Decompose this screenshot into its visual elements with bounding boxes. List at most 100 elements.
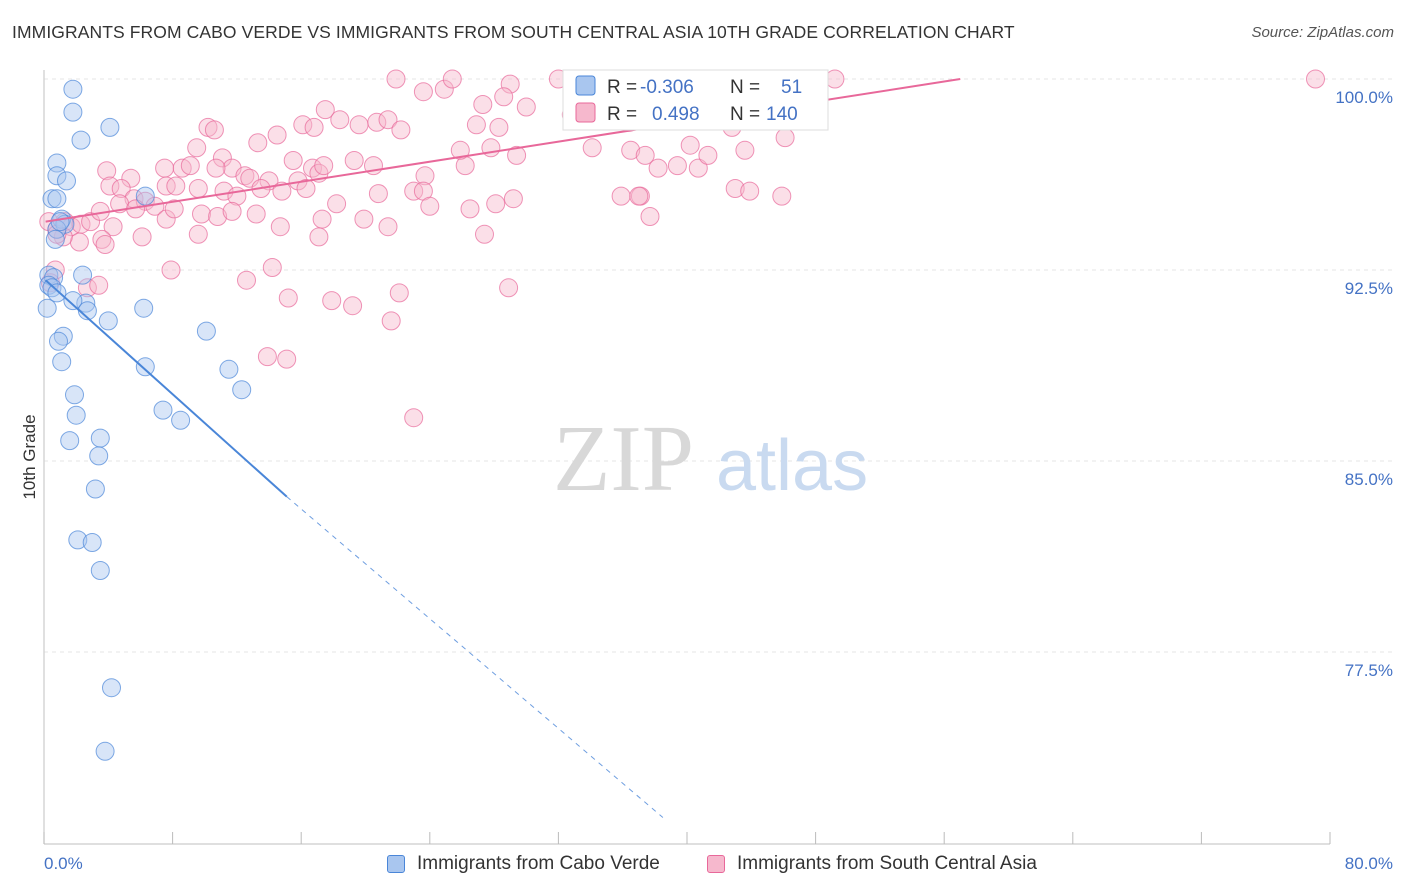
south-central-asia-point (516, 97, 536, 117)
south-central-asia-point (103, 217, 123, 237)
south-central-asia-point (503, 189, 523, 209)
south-central-asia-point (77, 278, 97, 298)
south-central-asia-point (283, 151, 303, 170)
legend-n-label-2: N = (730, 104, 760, 125)
cabo-verde-point (52, 352, 72, 372)
south-central-asia-point (164, 199, 184, 219)
south-central-asia-point (296, 179, 316, 198)
south-central-asia-point (188, 179, 208, 198)
south-central-asia-point (132, 227, 152, 247)
south-central-asia-point (303, 158, 322, 178)
legend-label-south-central-asia: Immigrants from South Central Asia (737, 853, 1037, 874)
south-central-asia-point (648, 158, 668, 178)
legend-swatch-south-central-asia (575, 102, 596, 123)
south-central-asia-point (235, 166, 255, 186)
south-central-asia-point (156, 176, 176, 196)
cabo-verde-point (135, 186, 155, 206)
south-central-asia-point (635, 145, 655, 165)
watermark-atlas: atlas (716, 426, 868, 506)
cabo-verde-point (47, 189, 67, 209)
legend-item-south-central-asia: Immigrants from South Central Asia (707, 851, 1037, 877)
south-central-asia-point (466, 115, 486, 135)
x-tick-label-max: 80.0% (1345, 854, 1393, 873)
south-central-asia-point (415, 166, 435, 186)
south-central-asia-point (92, 229, 112, 249)
south-central-asia-point (192, 204, 211, 224)
south-central-asia-point (420, 196, 440, 216)
south-central-asia-point (111, 179, 131, 198)
south-central-asia-point (166, 176, 186, 196)
south-central-asia-point (349, 115, 369, 135)
south-central-asia-point (293, 115, 313, 135)
cabo-verde-point (171, 410, 191, 430)
south-central-asia-point (322, 291, 342, 311)
grid (44, 78, 1395, 653)
legend-n-value-2: 140 (766, 104, 798, 125)
south-central-asia-point (155, 158, 175, 178)
y-tick-label: 85.0% (1345, 470, 1393, 489)
cabo-verde-point (95, 741, 115, 761)
south-central-asia-point (277, 349, 297, 369)
south-central-asia-point (89, 275, 109, 295)
south-central-asia-point (680, 135, 700, 155)
legend-swatch-pink (707, 855, 725, 873)
south-central-asia-point (208, 207, 228, 226)
legend-swatch-cabo-verde (575, 75, 596, 96)
trend-line-cabo-verde-extrapolated (286, 496, 664, 818)
cabo-verde-point (153, 400, 173, 420)
cabo-verde-point (49, 331, 68, 351)
legend-n-label-1: N = (730, 77, 760, 98)
south-central-asia-point (391, 120, 411, 140)
cabo-verde-point (98, 311, 118, 331)
south-central-asia-point (404, 408, 424, 428)
series-south-central-asia-points (39, 69, 1325, 428)
x-ticks (43, 832, 1331, 844)
south-central-asia-point (629, 186, 649, 206)
south-central-asia-point (214, 181, 234, 201)
cabo-verde-point (73, 265, 93, 285)
south-central-asia-point (367, 112, 387, 132)
south-central-asia-point (212, 148, 232, 168)
cabo-verde-point (90, 428, 110, 448)
cabo-verde-point (100, 117, 120, 137)
south-central-asia-point (262, 258, 282, 277)
cabo-verde-point (219, 359, 239, 379)
cabo-verde-point (63, 291, 83, 311)
south-central-asia-point (740, 181, 760, 201)
south-central-asia-point (327, 194, 347, 214)
south-central-asia-point (582, 138, 602, 158)
y-axis-label: 10th Grade (20, 414, 39, 499)
south-central-asia-point (187, 138, 207, 158)
legend-label-cabo-verde: Immigrants from Cabo Verde (417, 853, 660, 874)
south-central-asia-point (354, 209, 374, 229)
cabo-verde-point (47, 283, 67, 303)
cabo-verde-point (196, 321, 216, 341)
cabo-verde-point (39, 275, 59, 295)
south-central-asia-point (1306, 69, 1325, 89)
south-central-asia-point (735, 140, 755, 160)
south-central-asia-point (475, 224, 494, 244)
south-central-asia-point (248, 133, 268, 153)
south-central-asia-point (204, 120, 224, 140)
cabo-verde-point (37, 298, 57, 318)
cabo-verde-point (63, 79, 83, 99)
south-central-asia-point (161, 260, 181, 280)
south-central-asia-point (486, 194, 506, 214)
legend-r-value-2: 0.498 (652, 104, 700, 125)
cabo-verde-point (102, 678, 121, 698)
south-central-asia-point (667, 156, 687, 176)
legend-item-cabo-verde: Immigrants from Cabo Verde (387, 851, 660, 877)
south-central-asia-point (309, 227, 329, 247)
trend-line-cabo-verde (44, 279, 288, 498)
south-central-asia-point (270, 217, 290, 237)
cabo-verde-point (45, 229, 65, 249)
south-central-asia-point (725, 179, 745, 198)
south-central-asia-point (100, 176, 120, 196)
south-central-asia-point (621, 140, 641, 160)
legend-r-label-1: R = (607, 77, 637, 98)
south-central-asia-point (172, 158, 192, 178)
legend-box (562, 69, 829, 131)
south-central-asia-point (95, 235, 115, 254)
south-central-asia-point (688, 158, 708, 178)
